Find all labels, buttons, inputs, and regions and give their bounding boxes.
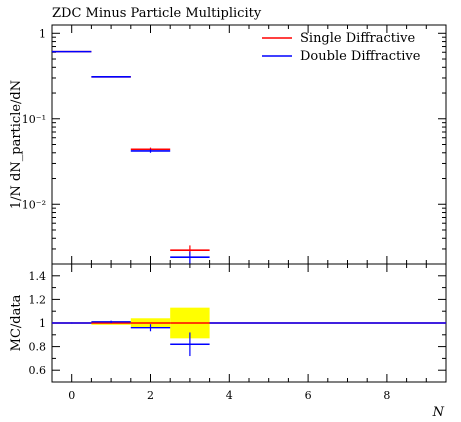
x-tick-label: 4 [226,389,233,402]
ratio-y-tick-label: 0.6 [29,364,47,377]
ratio-y-axis-label: MC/data [9,294,24,351]
ratio-data [52,320,446,357]
main-data [52,50,210,264]
chart-title: ZDC Minus Particle Multiplicity [52,6,262,21]
ratio-y-tick-label: 0.8 [29,341,47,354]
main-y-axis-label: 1/N dN_particle/dN [9,80,24,209]
legend-label-1: Double Diffractive [300,49,421,64]
x-tick-label: 8 [383,389,390,402]
main-y-tick-label: 10⁻² [22,198,46,211]
ratio-ticks: 0.6 0.8 1 1.2 1.4 0 2 4 6 8 [29,263,447,402]
legend: Single Diffractive Double Diffractive [262,31,421,64]
x-tick-label: 0 [68,389,75,402]
x-tick-label: 2 [147,389,154,402]
ratio-panel: 0.6 0.8 1 1.2 1.4 0 2 4 6 8 MC/data N [9,263,447,420]
ratio-y-tick-label: 1.2 [29,293,47,306]
x-tick-label: 6 [305,389,312,402]
ratio-y-tick-label: 1 [39,317,46,330]
ratio-y-tick-label: 1.4 [29,270,47,283]
legend-label-0: Single Diffractive [300,31,416,46]
main-ticks: 1 10⁻¹ 10⁻² [22,25,447,265]
main-y-tick-label: 10⁻¹ [22,113,46,126]
main-y-tick-label: 1 [39,27,46,40]
x-axis-label: N [432,405,445,420]
